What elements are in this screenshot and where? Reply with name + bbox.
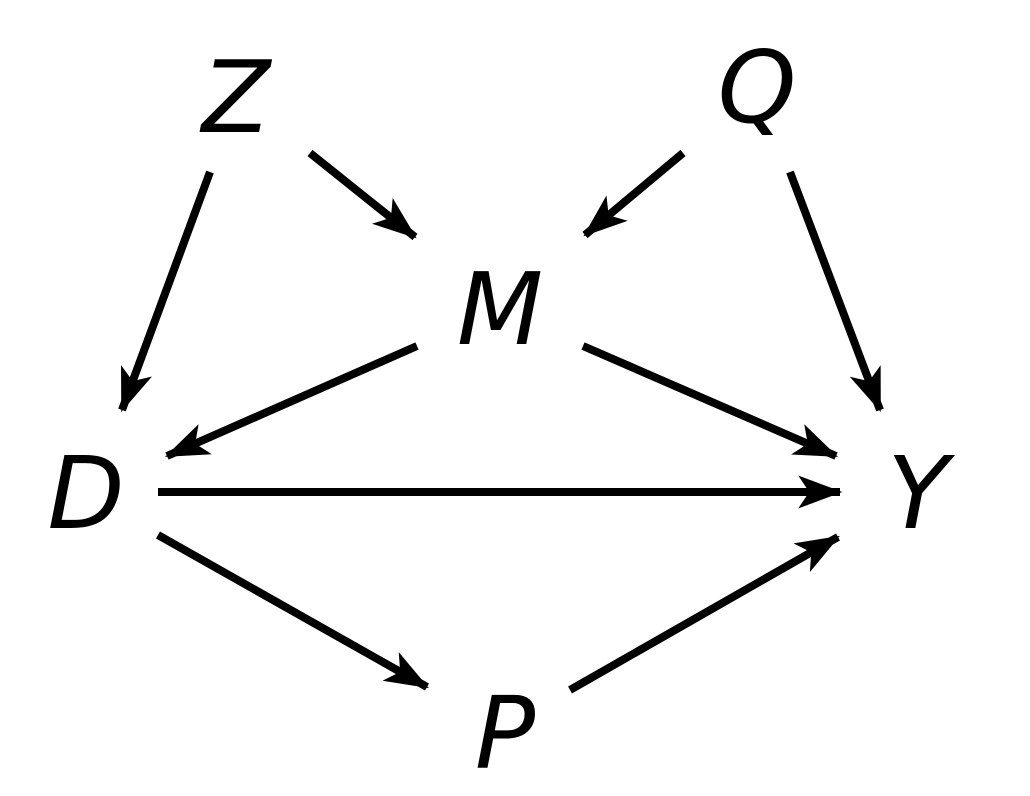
edge-m-to-d (164, 342, 419, 460)
edge-q-to-m (582, 149, 686, 239)
node-y: Y (887, 435, 955, 552)
node-d: D (47, 435, 124, 552)
edge-line (582, 149, 686, 239)
edge-m-to-y (581, 342, 839, 460)
node-m: M (457, 251, 543, 368)
node-q: Q (718, 29, 797, 146)
edge-d-to-p (156, 531, 429, 691)
edge-p-to-y (568, 533, 840, 694)
edge-line (307, 149, 418, 241)
edge-line (164, 342, 419, 460)
edge-z-to-d (118, 170, 214, 413)
edges (118, 149, 884, 694)
edge-line (156, 531, 429, 691)
edge-q-to-y (786, 170, 884, 413)
edge-line (581, 342, 839, 460)
edge-line (786, 170, 884, 413)
node-p: P (475, 675, 536, 792)
nodes: Z Q M D Y P (47, 29, 955, 792)
edge-line (118, 170, 214, 413)
edge-z-to-m (307, 149, 418, 241)
edge-line (568, 533, 840, 694)
node-z: Z (199, 39, 273, 156)
